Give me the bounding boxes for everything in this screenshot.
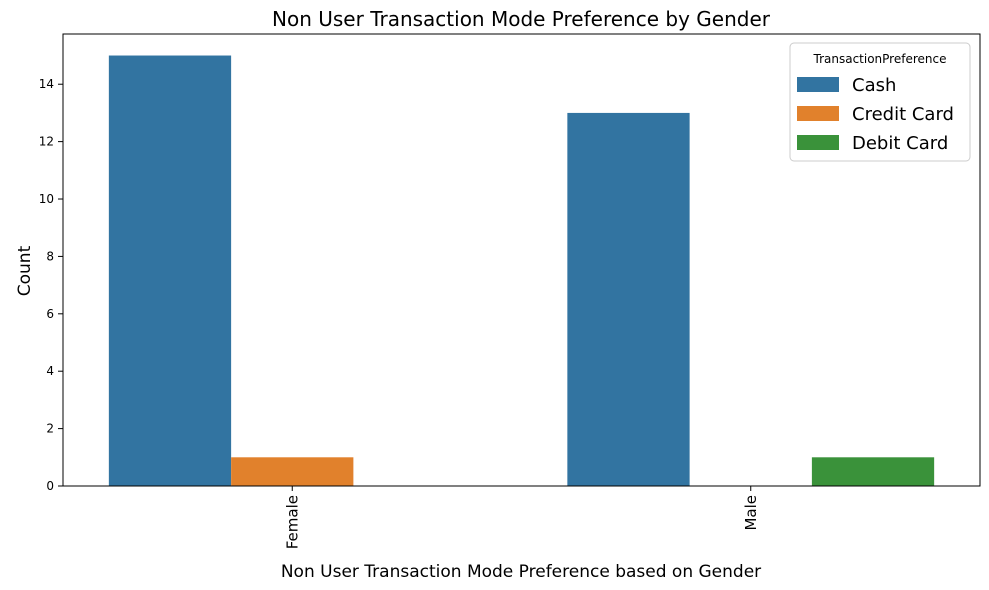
x-tick-label-male: Male (742, 495, 760, 531)
y-tick-label: 12 (39, 135, 54, 149)
chart-title: Non User Transaction Mode Preference by … (272, 7, 771, 31)
plot-frame (62, 33, 981, 487)
x-tick-label-female: Female (283, 495, 301, 549)
bar-female-cash (108, 55, 232, 487)
y-tick-label: 6 (46, 307, 54, 321)
bar-male-debit-card (811, 457, 935, 486)
x-axis-label: Non User Transaction Mode Preference bas… (281, 562, 761, 582)
y-axis-label: Count (15, 245, 35, 296)
legend-swatch-debit-card (797, 135, 839, 150)
bars-layer (108, 55, 935, 487)
legend-box (789, 42, 971, 162)
legend-swatch-credit-card (797, 106, 839, 121)
x-axis: Female Male (283, 486, 760, 549)
legend-label-credit-card: Credit Card (852, 104, 954, 125)
legend-title: TransactionPreference (813, 52, 947, 66)
y-tick-label: 10 (39, 192, 54, 206)
legend: TransactionPreference Cash Credit Card Debi… (789, 42, 971, 162)
y-tick-label: 14 (39, 77, 54, 91)
bar-male-cash (567, 112, 690, 487)
bar-female-credit-card (231, 457, 354, 486)
y-tick-label: 2 (46, 422, 54, 436)
y-axis: 0 2 4 6 8 10 12 14 (39, 77, 63, 493)
y-tick-label: 0 (46, 479, 54, 493)
y-tick-label: 4 (46, 364, 54, 378)
legend-swatch-cash (797, 77, 839, 92)
y-tick-label: 8 (46, 249, 54, 263)
legend-label-cash: Cash (852, 75, 896, 96)
legend-label-debit-card: Debit Card (852, 133, 948, 154)
